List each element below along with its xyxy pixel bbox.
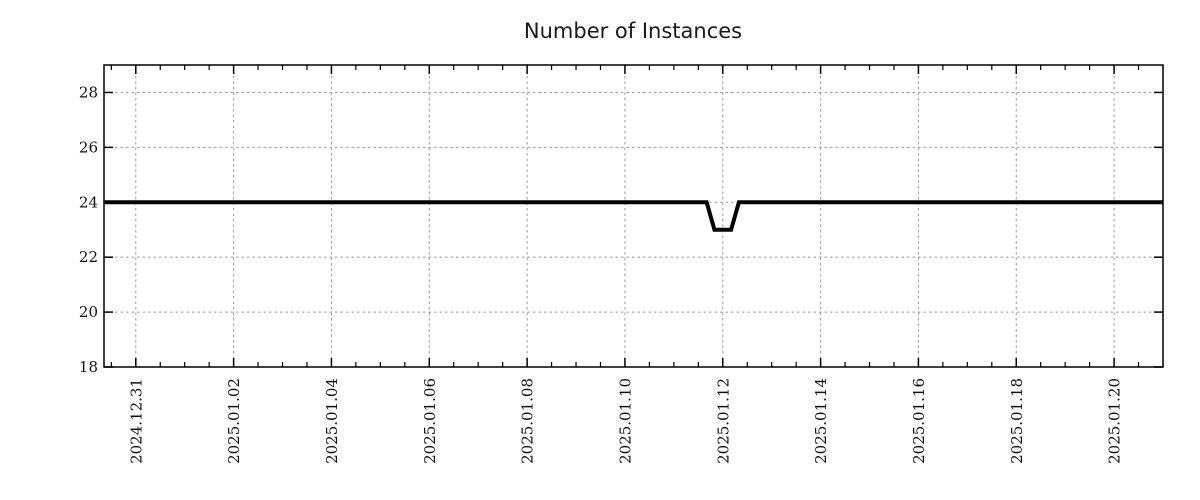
y-tick-label: 20 — [79, 303, 98, 321]
chart-title: Number of Instances — [524, 19, 742, 43]
x-tick-label: 2025.01.10 — [616, 378, 634, 464]
grid-layer — [104, 65, 1163, 367]
data-line — [104, 200, 1163, 232]
x-tick-label: 2024.12.31 — [127, 378, 145, 464]
x-tick-label: 2025.01.04 — [323, 378, 341, 464]
y-tick-label: 28 — [79, 83, 98, 101]
x-tick-label: 2025.01.18 — [1008, 378, 1026, 464]
x-tick-label: 2025.01.06 — [421, 378, 439, 464]
axis-layer — [103, 64, 1164, 368]
x-tick-label: 2025.01.16 — [910, 378, 928, 464]
x-tick-label: 2025.01.14 — [812, 378, 830, 464]
y-tick-label: 18 — [79, 358, 98, 376]
series-layer — [104, 200, 1163, 232]
y-tick-label: 24 — [79, 193, 98, 211]
x-tick-label: 2025.01.12 — [714, 378, 732, 464]
y-tick-label: 26 — [79, 138, 98, 156]
x-tick-label: 2025.01.20 — [1106, 378, 1124, 464]
x-tick-label: 2025.01.08 — [519, 378, 537, 464]
x-tick-label: 2025.01.02 — [225, 378, 243, 464]
plot-border — [103, 64, 1164, 368]
y-tick-label: 22 — [79, 248, 98, 266]
label-layer: 18 20 22 24 26 28 2024.12.31 2025.01.02 2025.01.… — [79, 83, 1124, 463]
